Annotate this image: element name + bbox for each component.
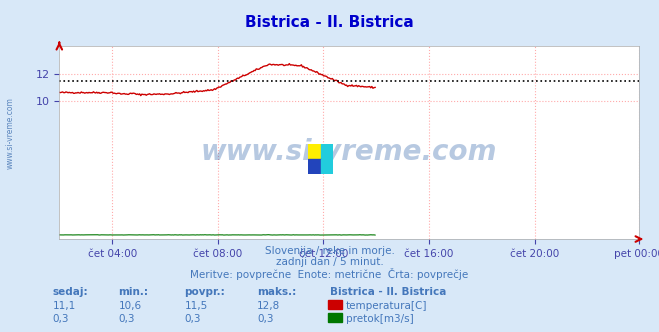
Bar: [308, 144, 321, 159]
Text: temperatura[C]: temperatura[C]: [346, 301, 428, 311]
Text: 0,3: 0,3: [257, 314, 273, 324]
Text: sedaj:: sedaj:: [53, 287, 88, 297]
Text: Slovenija / reke in morje.: Slovenija / reke in morje.: [264, 246, 395, 256]
Text: 0,3: 0,3: [185, 314, 201, 324]
Text: 12,8: 12,8: [257, 301, 280, 311]
Text: www.si-vreme.com: www.si-vreme.com: [6, 97, 15, 169]
Bar: [321, 159, 333, 174]
Text: 0,3: 0,3: [53, 314, 69, 324]
Text: www.si-vreme.com: www.si-vreme.com: [201, 138, 498, 166]
Bar: [328, 300, 342, 309]
Text: 0,3: 0,3: [119, 314, 135, 324]
Text: maks.:: maks.:: [257, 287, 297, 297]
Text: Bistrica - Il. Bistrica: Bistrica - Il. Bistrica: [245, 15, 414, 30]
Bar: [321, 144, 333, 159]
Text: zadnji dan / 5 minut.: zadnji dan / 5 minut.: [275, 257, 384, 267]
Text: pretok[m3/s]: pretok[m3/s]: [346, 314, 414, 324]
Text: Bistrica - Il. Bistrica: Bistrica - Il. Bistrica: [330, 287, 446, 297]
Text: min.:: min.:: [119, 287, 149, 297]
Bar: [328, 313, 342, 322]
Text: 11,1: 11,1: [53, 301, 76, 311]
Text: 11,5: 11,5: [185, 301, 208, 311]
Text: 10,6: 10,6: [119, 301, 142, 311]
Text: Meritve: povprečne  Enote: metrične  Črta: povprečje: Meritve: povprečne Enote: metrične Črta:…: [190, 268, 469, 280]
Text: povpr.:: povpr.:: [185, 287, 225, 297]
Bar: [308, 159, 321, 174]
